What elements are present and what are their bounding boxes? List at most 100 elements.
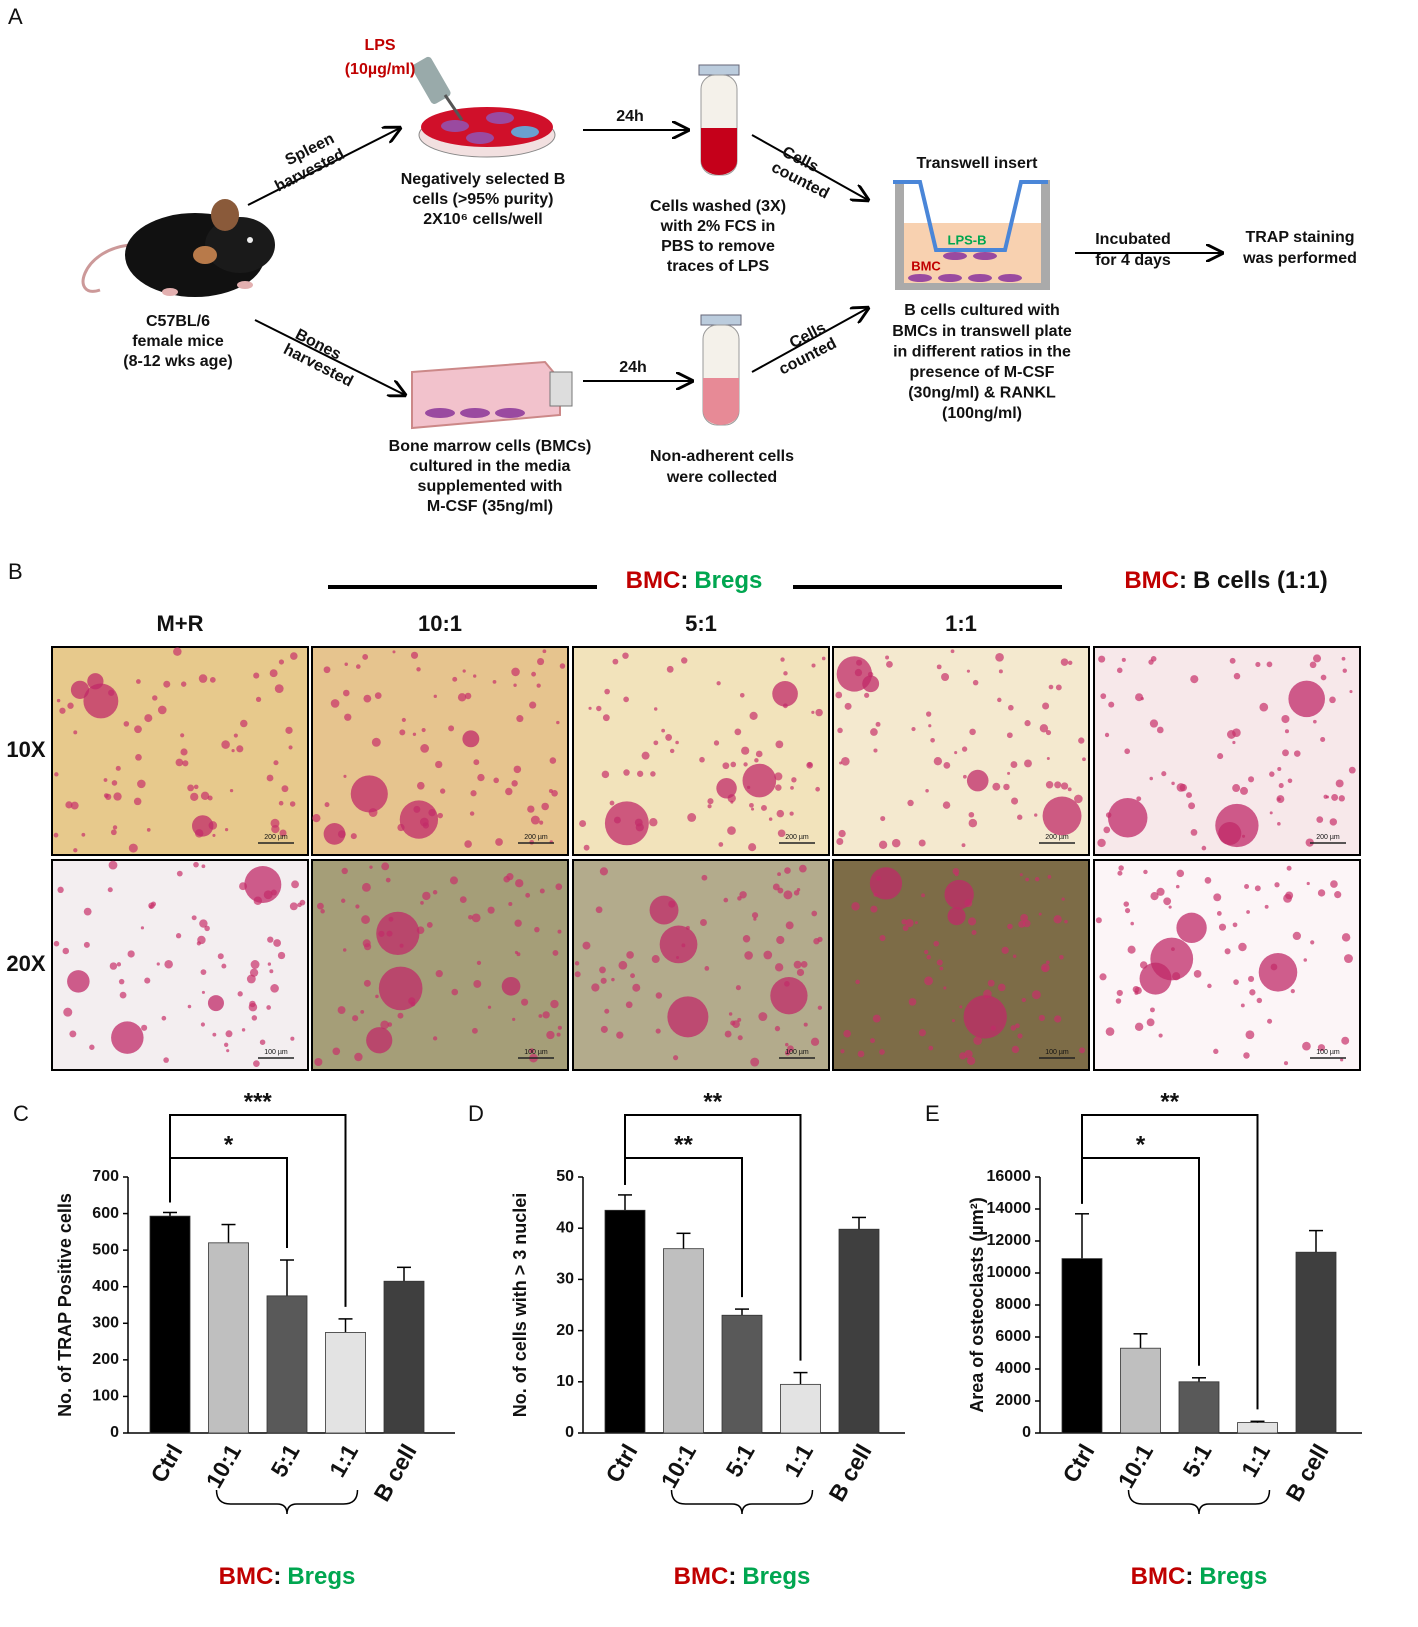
cell — [879, 1049, 885, 1055]
cell — [53, 940, 60, 947]
cell — [925, 789, 929, 793]
cell — [1317, 1044, 1326, 1052]
significance-label: *** — [244, 1088, 273, 1115]
cell — [600, 977, 607, 984]
cell — [1232, 728, 1241, 738]
label: PBS to remove — [661, 238, 775, 255]
osteoclast — [111, 1021, 144, 1054]
osteoclast — [770, 977, 808, 1015]
cell — [1188, 802, 1196, 810]
cell — [1149, 776, 1154, 781]
cell — [728, 1012, 733, 1016]
label: cells (>95% purity) — [413, 191, 554, 208]
cell — [1117, 870, 1123, 876]
cell — [223, 1042, 229, 1047]
cell — [959, 1052, 967, 1060]
osteoclast — [1176, 912, 1207, 944]
cell — [954, 751, 958, 755]
cell — [432, 890, 438, 895]
cell — [1047, 875, 1052, 879]
cell — [355, 664, 361, 669]
cell — [1156, 887, 1165, 896]
cell — [701, 874, 708, 881]
cell — [435, 760, 443, 769]
osteoclast — [716, 777, 737, 799]
cell — [1213, 1048, 1219, 1055]
cell — [969, 728, 976, 736]
cell — [1095, 917, 1102, 924]
cell — [1233, 672, 1241, 680]
cell — [995, 652, 1004, 662]
cell — [273, 939, 282, 947]
cell — [907, 799, 914, 807]
significance-label: * — [224, 1131, 234, 1158]
cell — [1045, 730, 1052, 736]
cell — [791, 777, 797, 783]
cell — [1024, 720, 1031, 727]
osteoclast — [836, 656, 873, 692]
cell — [793, 890, 800, 896]
cell — [583, 844, 590, 851]
column-label: 10:1 — [418, 611, 462, 636]
cell — [588, 706, 592, 710]
cell — [163, 680, 171, 688]
cell — [961, 746, 968, 752]
cell — [1168, 905, 1172, 909]
cell — [69, 1030, 77, 1038]
cell — [1232, 922, 1238, 928]
osteoclast — [649, 895, 679, 925]
cell — [625, 1001, 633, 1009]
cell — [1105, 1027, 1115, 1036]
cell — [1015, 1023, 1020, 1029]
cell — [1290, 988, 1295, 994]
cell — [579, 820, 587, 828]
cell — [231, 749, 235, 753]
cell — [933, 757, 943, 766]
cell — [73, 730, 78, 735]
osteoclast — [350, 775, 388, 813]
cell — [259, 1039, 266, 1045]
cell — [421, 727, 426, 733]
cell — [616, 1031, 624, 1039]
y-tick-label: 10 — [556, 1373, 574, 1390]
cell — [200, 1022, 206, 1027]
cell — [1278, 783, 1284, 789]
cell — [269, 969, 274, 974]
cell — [780, 657, 785, 662]
cell — [53, 832, 59, 838]
cell — [506, 873, 514, 881]
x-tick-label: B cell — [368, 1440, 421, 1506]
cell — [998, 669, 1003, 674]
cell — [290, 652, 298, 660]
cell — [1098, 655, 1106, 663]
cell — [549, 757, 557, 764]
label: Negatively selected B — [401, 171, 566, 188]
bar — [1120, 1347, 1161, 1434]
x-tick-label: B cell — [1280, 1440, 1333, 1506]
cell — [622, 652, 629, 659]
cell — [1287, 778, 1293, 784]
cell — [739, 891, 747, 899]
cell — [119, 991, 127, 999]
label: (30ng/ml) & RANKL — [908, 385, 1056, 402]
cell — [457, 693, 467, 702]
label: B cells (1:1) — [1193, 567, 1328, 594]
cell — [1035, 877, 1040, 882]
y-tick-label: 100 — [92, 1388, 119, 1405]
label: (10µg/ml) — [345, 61, 416, 78]
cell — [471, 913, 481, 923]
cell — [67, 702, 74, 709]
scale-label: 100 µm — [524, 1049, 548, 1056]
cell — [836, 837, 844, 846]
cell — [1116, 667, 1123, 674]
label: in different ratios in the — [893, 343, 1071, 360]
cell — [1277, 822, 1281, 826]
cell — [749, 711, 758, 720]
cell — [1313, 719, 1317, 724]
cell — [468, 914, 473, 920]
cell — [1123, 901, 1130, 907]
cell — [872, 1014, 881, 1023]
micrograph: 100 µm — [572, 859, 830, 1071]
cell — [611, 977, 615, 982]
cell — [212, 1032, 217, 1037]
